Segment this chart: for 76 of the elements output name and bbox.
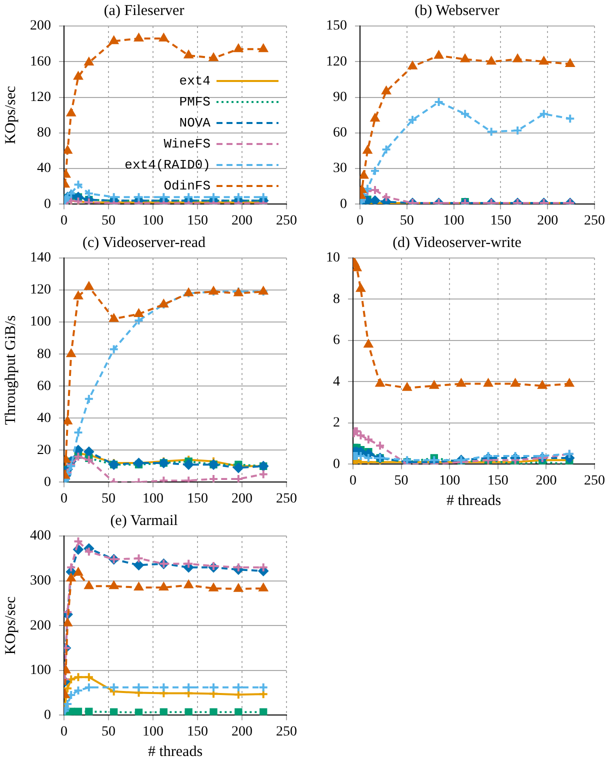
y-tick-label: 80 [37,126,51,141]
x-tick-label: 250 [276,491,297,506]
y-tick-label: 0 [333,456,340,472]
y-tick-label: 200 [30,618,51,634]
legend-label: WineFS [164,136,211,152]
x-tick-label: 250 [276,213,297,228]
x-tick-label: 0 [350,473,356,488]
y-tick-label: 0 [340,196,347,212]
legend-label: ext4 [179,73,211,88]
x-tick-label: 200 [232,213,252,228]
x-tick-label: 0 [60,213,68,228]
x-tick-label: 0 [60,724,68,740]
x-tick-label: 0 [60,491,68,506]
y-tick-label: 4 [333,374,340,390]
x-tick-label: 150 [487,473,508,488]
x-tick-label: 250 [584,213,605,228]
legend-label: OdinFS [164,178,211,194]
y-tick-label: 150 [326,18,347,34]
x-tick-label: 150 [187,491,208,506]
x-tick-label: 200 [232,724,252,740]
x-tick-label: 50 [394,473,408,488]
x-tick-label: 0 [356,213,364,228]
chart-title: (e) Varmail [110,512,178,529]
x-tick-label: 200 [232,491,252,506]
y-tick-label: 6 [333,333,340,348]
legend-label: NOVA [179,115,211,130]
y-tick-label: 120 [30,90,51,105]
y-tick-label: 100 [30,663,51,678]
y-tick-label: 120 [30,282,51,298]
y-tick-label: 80 [37,346,51,362]
y-tick-label: 30 [333,161,347,176]
x-tick-label: 100 [443,213,464,228]
chart-title: (c) Videoserver-read [82,234,206,251]
y-tick-label: 100 [30,314,51,330]
legend-label: PMFS [179,94,211,110]
y-tick-label: 60 [37,378,51,394]
y-axis-title: Throughput GiB/s [2,315,19,425]
y-tick-label: 140 [30,250,51,266]
x-tick-label: 150 [490,213,512,228]
x-tick-label: 100 [142,213,164,228]
x-tick-label: 200 [536,473,557,488]
y-tick-label: 40 [37,161,51,176]
y-tick-label: 200 [30,18,51,34]
x-tick-label: 100 [142,491,164,506]
x-tick-label: 100 [142,724,164,740]
x-axis-title: # threads [148,744,203,760]
y-axis-title: KOps/sec [2,86,19,144]
y-tick-label: 300 [30,573,51,588]
y-tick-label: 2 [333,416,340,431]
x-tick-label: 50 [102,213,116,228]
y-tick-label: 120 [326,54,347,70]
x-tick-label: 250 [276,724,297,740]
x-tick-label: 150 [187,724,208,740]
chart-title: (b) Webserver [414,2,500,19]
y-tick-label: 0 [44,708,51,723]
y-tick-label: 40 [37,410,51,426]
y-tick-label: 10 [326,250,340,266]
y-tick-label: 400 [30,528,51,544]
y-tick-label: 8 [333,292,340,307]
y-tick-label: 160 [30,54,51,70]
x-tick-label: 250 [584,473,605,488]
x-tick-label: 50 [400,213,414,228]
y-tick-label: 20 [37,442,51,458]
y-tick-label: 60 [333,126,347,141]
x-tick-label: 200 [537,213,558,228]
x-tick-label: 150 [187,213,208,228]
legend-label: ext4(RAID0) [124,157,210,172]
y-tick-label: 90 [333,90,347,105]
y-axis-title: KOps/sec [2,596,19,655]
x-axis-title: # threads [446,492,502,509]
x-tick-label: 50 [102,724,116,740]
chart-title: (a) Fileserver [104,2,184,19]
chart-title: (d) Videoserver-write [392,234,522,251]
y-tick-label: 0 [44,196,51,212]
x-tick-label: 50 [102,491,116,506]
x-tick-label: 100 [439,473,460,488]
